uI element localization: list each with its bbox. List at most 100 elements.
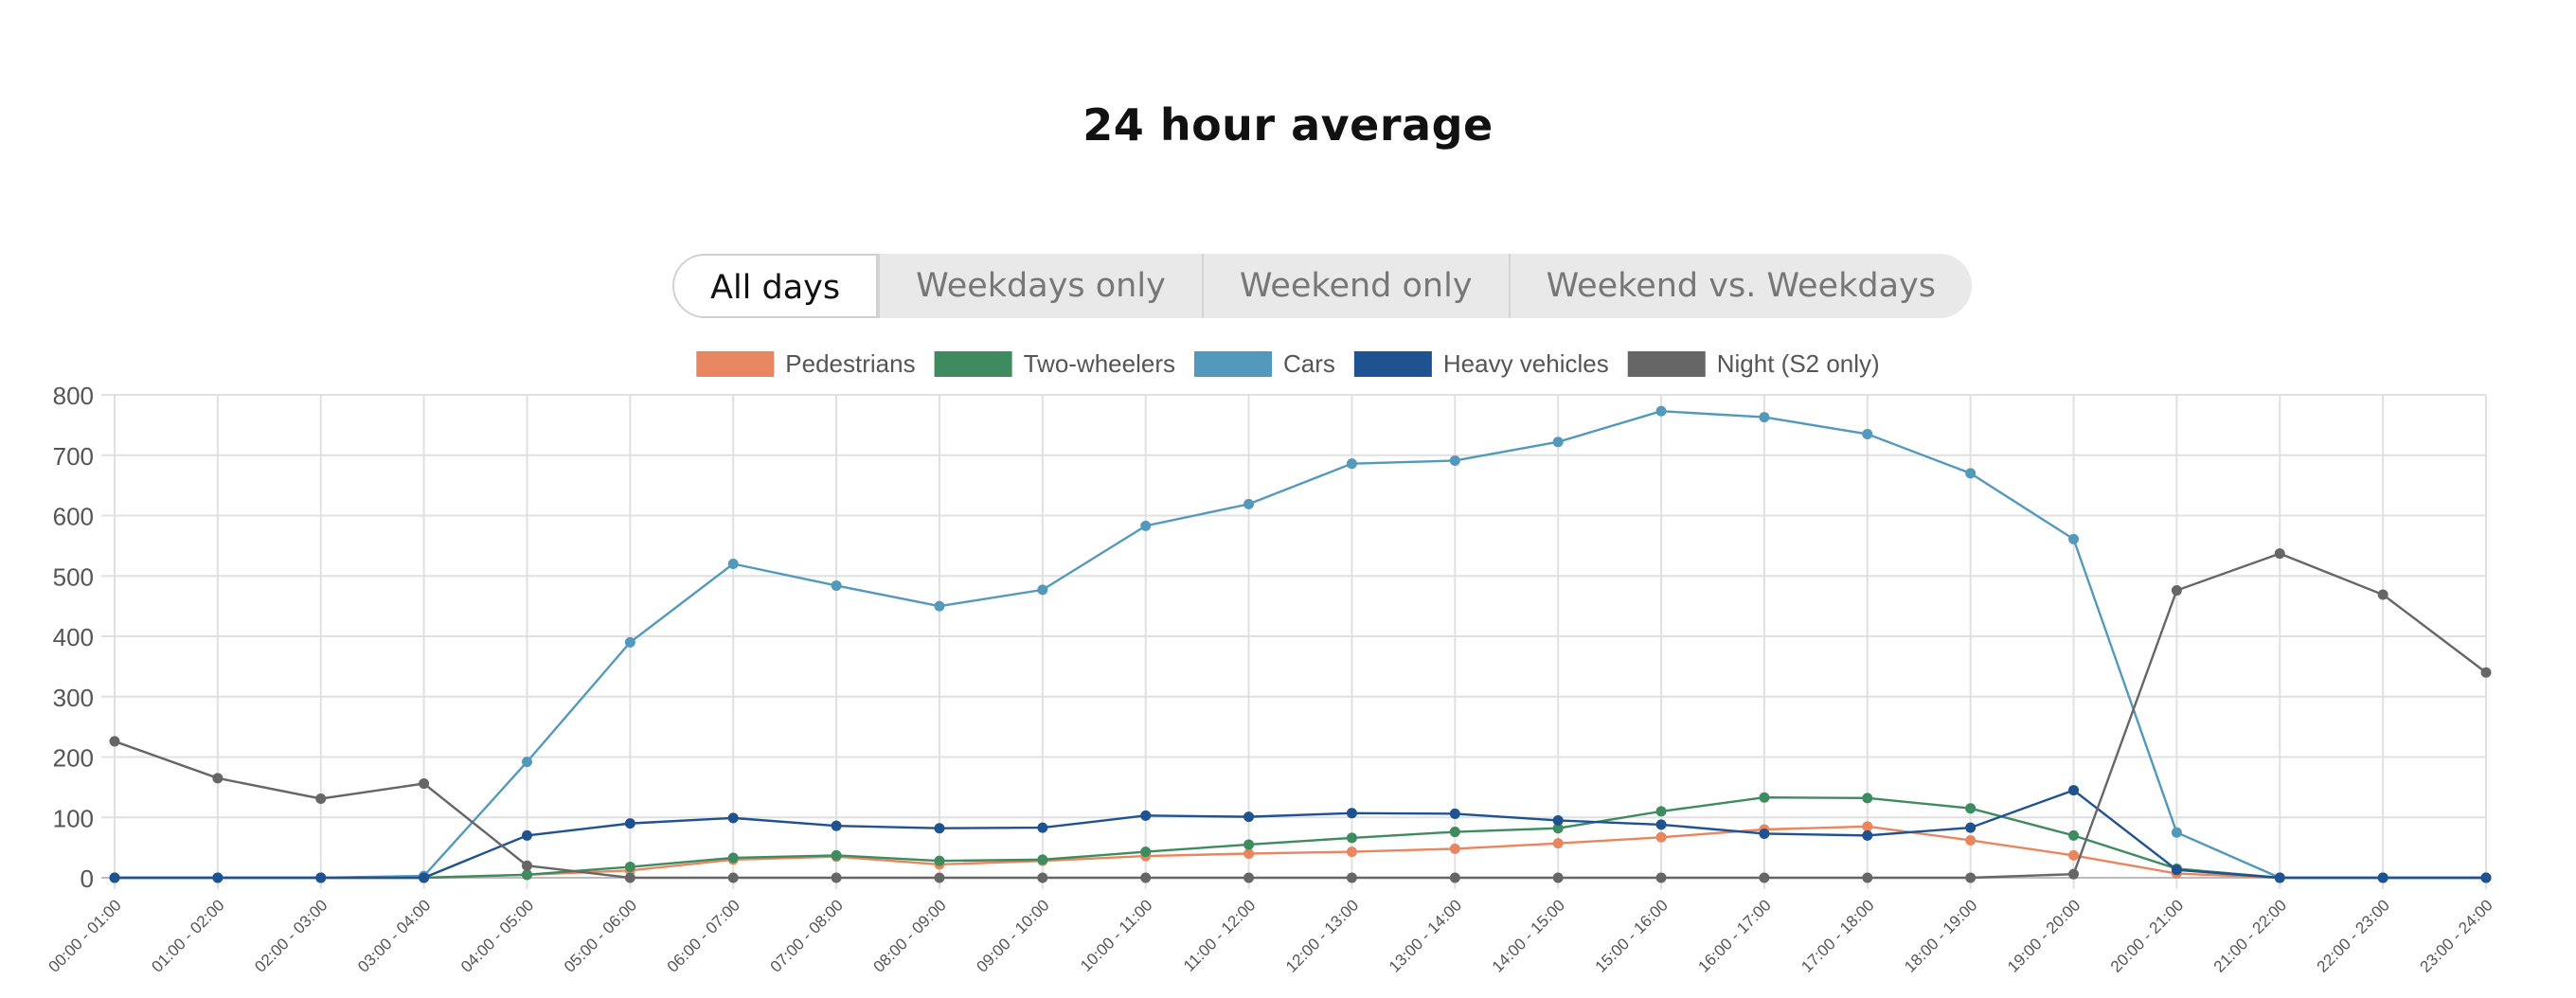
y-tick-label: 600 bbox=[53, 503, 94, 531]
data-point bbox=[1965, 822, 1977, 833]
x-tick-label: 21:00 - 22:00 bbox=[2210, 896, 2290, 975]
data-point bbox=[1965, 468, 1977, 479]
data-point bbox=[1346, 847, 1357, 858]
x-tick-label: 08:00 - 09:00 bbox=[869, 896, 949, 975]
data-point bbox=[727, 872, 739, 883]
data-point bbox=[1862, 872, 1873, 883]
series-line bbox=[115, 796, 2486, 880]
data-point bbox=[1552, 872, 1564, 883]
data-point bbox=[624, 818, 635, 829]
tab-weekend-only[interactable]: Weekend only bbox=[1201, 254, 1509, 318]
data-point bbox=[1346, 832, 1357, 844]
data-point bbox=[521, 757, 532, 768]
y-tick-label: 300 bbox=[53, 684, 94, 712]
legend-label: Pedestrians bbox=[785, 349, 915, 378]
y-tick-label: 800 bbox=[53, 382, 94, 410]
data-point bbox=[1449, 872, 1460, 883]
data-point bbox=[1037, 584, 1048, 596]
data-point bbox=[1243, 848, 1255, 859]
x-tick-label: 18:00 - 19:00 bbox=[1901, 896, 1980, 975]
x-tick-label: 07:00 - 08:00 bbox=[767, 896, 847, 975]
data-point bbox=[1655, 405, 1667, 417]
tab-weekdays-only[interactable]: Weekdays only bbox=[878, 254, 1202, 318]
data-point bbox=[934, 872, 945, 883]
chart-title: 24 hour average bbox=[1082, 99, 1494, 151]
data-point bbox=[419, 778, 430, 790]
x-tick-label: 01:00 - 02:00 bbox=[148, 896, 227, 975]
legend-swatch bbox=[1627, 351, 1706, 377]
data-point bbox=[109, 872, 120, 883]
x-tick-label: 20:00 - 21:00 bbox=[2107, 896, 2187, 975]
data-point bbox=[1759, 828, 1770, 839]
data-point bbox=[212, 872, 224, 883]
data-point bbox=[1037, 854, 1048, 865]
x-tick-label: 10:00 - 11:00 bbox=[1077, 896, 1155, 974]
data-point bbox=[315, 872, 327, 883]
legend-label: Two-wheelers bbox=[1024, 349, 1175, 378]
data-point bbox=[831, 849, 842, 861]
x-tick-label: 05:00 - 06:00 bbox=[561, 896, 640, 975]
data-point bbox=[1862, 428, 1873, 439]
data-point bbox=[1655, 831, 1667, 843]
data-point bbox=[624, 862, 635, 873]
data-point bbox=[2068, 785, 2080, 796]
x-tick-label: 11:00 - 12:00 bbox=[1180, 896, 1259, 974]
data-point bbox=[727, 812, 739, 824]
legend-swatch bbox=[1193, 351, 1272, 377]
y-tick-label: 700 bbox=[53, 442, 94, 471]
data-point bbox=[2274, 872, 2285, 883]
x-tick-label: 09:00 - 10:00 bbox=[973, 896, 1052, 975]
data-point bbox=[1037, 872, 1048, 883]
data-point bbox=[1243, 811, 1255, 823]
data-point bbox=[934, 855, 945, 866]
x-tick-label: 12:00 - 13:00 bbox=[1282, 896, 1362, 975]
x-tick-label: 04:00 - 05:00 bbox=[457, 896, 537, 975]
data-point bbox=[934, 823, 945, 834]
data-point bbox=[1140, 810, 1152, 821]
data-point bbox=[1759, 412, 1770, 423]
tab-weekend-vs-weekdays[interactable]: Weekend vs. Weekdays bbox=[1508, 254, 1972, 318]
data-point bbox=[2068, 829, 2080, 841]
data-point bbox=[2068, 533, 2080, 544]
legend-swatch bbox=[934, 351, 1012, 377]
data-point bbox=[1965, 803, 1977, 814]
y-tick-label: 0 bbox=[80, 864, 94, 893]
x-tick-label: 14:00 - 15:00 bbox=[1489, 896, 1568, 975]
data-point bbox=[1449, 827, 1460, 838]
data-point bbox=[1449, 808, 1460, 819]
data-point bbox=[2274, 548, 2285, 560]
data-point bbox=[831, 820, 842, 831]
legend-label: Heavy vehicles bbox=[1443, 349, 1609, 378]
x-tick-label: 13:00 - 14:00 bbox=[1386, 896, 1465, 975]
data-point bbox=[1449, 454, 1460, 466]
data-point bbox=[212, 773, 224, 784]
data-point bbox=[1243, 872, 1255, 883]
series-line bbox=[115, 410, 2486, 880]
data-point bbox=[521, 869, 532, 881]
data-point bbox=[1552, 823, 1564, 834]
series-line bbox=[115, 789, 2486, 880]
data-point bbox=[1449, 843, 1460, 854]
data-point bbox=[1862, 793, 1873, 804]
data-point bbox=[521, 860, 532, 871]
data-point bbox=[2171, 827, 2182, 838]
data-point bbox=[624, 872, 635, 883]
data-point bbox=[1655, 819, 1667, 830]
data-point bbox=[2068, 849, 2080, 861]
x-tick-label: 17:00 - 18:00 bbox=[1798, 896, 1877, 975]
x-tick-label: 22:00 - 23:00 bbox=[2314, 896, 2393, 975]
x-tick-label: 23:00 - 24:00 bbox=[2417, 896, 2496, 975]
data-point bbox=[831, 872, 842, 883]
data-point bbox=[1140, 872, 1152, 883]
x-tick-label: 19:00 - 20:00 bbox=[2004, 896, 2084, 975]
x-tick-label: 06:00 - 07:00 bbox=[664, 896, 743, 975]
tab-all-days[interactable]: All days bbox=[672, 254, 879, 318]
legend-label: Cars bbox=[1283, 349, 1335, 378]
data-point bbox=[315, 793, 327, 804]
data-point bbox=[109, 736, 120, 747]
data-point bbox=[1552, 437, 1564, 448]
data-point bbox=[1655, 872, 1667, 883]
data-point bbox=[2377, 872, 2388, 883]
data-point bbox=[1243, 498, 1255, 509]
